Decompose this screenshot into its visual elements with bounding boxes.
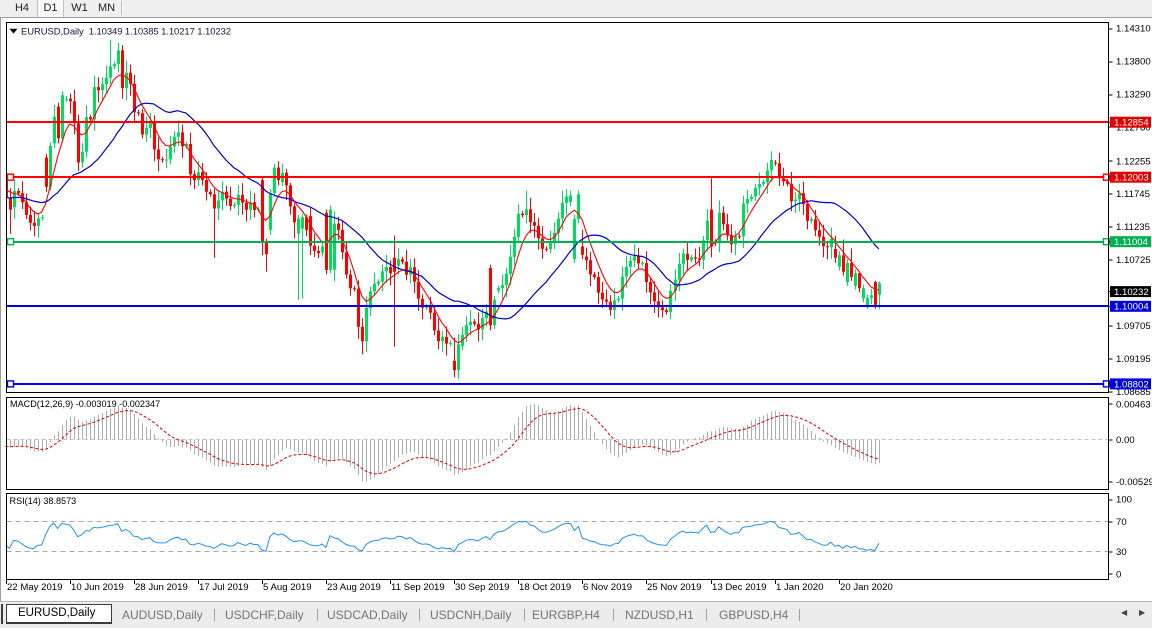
svg-text:17 Jul 2019: 17 Jul 2019 (199, 582, 249, 593)
svg-text:1.12003: 1.12003 (1114, 173, 1149, 184)
svg-text:1.12255: 1.12255 (1116, 156, 1151, 167)
svg-text:28 Jun 2019: 28 Jun 2019 (135, 582, 188, 593)
svg-text:1.11235: 1.11235 (1116, 222, 1150, 233)
svg-text:30 Sep 2019: 30 Sep 2019 (455, 582, 509, 593)
svg-text:0: 0 (1116, 569, 1121, 580)
svg-text:RSI(14) 38.8573: RSI(14) 38.8573 (10, 496, 77, 506)
svg-text:EURUSD,Daily 1.10349 1.10385: EURUSD,Daily 1.10349 1.10385 1.10217 1.1… (21, 26, 231, 37)
svg-text:70: 70 (1116, 517, 1127, 528)
svg-text:6 Nov 2019: 6 Nov 2019 (583, 582, 632, 593)
svg-text:1.09195: 1.09195 (1116, 354, 1151, 365)
svg-text:22 May 2019: 22 May 2019 (7, 582, 62, 593)
svg-text:1.08685: 1.08685 (1116, 387, 1151, 398)
svg-text:1.11004: 1.11004 (1114, 237, 1149, 248)
svg-text:1.11745: 1.11745 (1116, 189, 1150, 200)
svg-text:1.12780: 1.12780 (1116, 122, 1151, 133)
svg-text:1.10232: 1.10232 (1114, 287, 1149, 298)
svg-text:100: 100 (1116, 494, 1132, 505)
svg-text:0.00463: 0.00463 (1116, 399, 1151, 410)
svg-text:1.13290: 1.13290 (1116, 89, 1151, 100)
svg-text:30: 30 (1116, 547, 1127, 558)
svg-text:1.09705: 1.09705 (1116, 321, 1151, 332)
svg-text:23 Aug 2019: 23 Aug 2019 (327, 582, 381, 593)
svg-text:18 Oct 2019: 18 Oct 2019 (519, 582, 571, 593)
svg-text:11 Sep 2019: 11 Sep 2019 (391, 582, 445, 593)
svg-text:-0.005299: -0.005299 (1116, 477, 1152, 488)
svg-text:10 Jun 2019: 10 Jun 2019 (71, 582, 124, 593)
svg-text:1.13800: 1.13800 (1116, 57, 1151, 68)
svg-text:MACD(12,26,9) -0.003019 -0.002: MACD(12,26,9) -0.003019 -0.002347 (10, 399, 160, 409)
svg-text:1 Jan 2020: 1 Jan 2020 (776, 582, 823, 593)
svg-text:1.10004: 1.10004 (1114, 302, 1149, 313)
svg-text:5 Aug 2019: 5 Aug 2019 (263, 582, 312, 593)
svg-text:0.00: 0.00 (1116, 435, 1135, 446)
svg-text:1.14310: 1.14310 (1116, 24, 1151, 35)
svg-text:1.10725: 1.10725 (1116, 255, 1151, 266)
svg-text:25 Nov 2019: 25 Nov 2019 (647, 582, 701, 593)
svg-text:20 Jan 2020: 20 Jan 2020 (840, 582, 893, 593)
svg-text:1.12854: 1.12854 (1114, 118, 1149, 129)
svg-text:1.08802: 1.08802 (1114, 379, 1149, 390)
svg-text:13 Dec 2019: 13 Dec 2019 (712, 582, 766, 593)
